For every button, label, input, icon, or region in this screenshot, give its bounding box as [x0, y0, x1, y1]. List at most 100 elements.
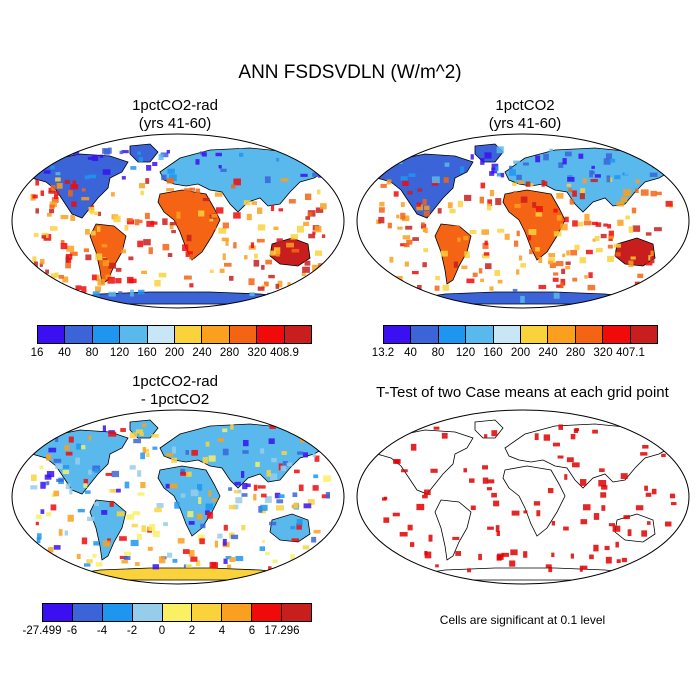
grid-cell [485, 263, 492, 270]
grid-cell [40, 162, 46, 167]
grid-cell [565, 265, 571, 270]
grid-cell [121, 560, 129, 564]
grid-cell [116, 488, 121, 493]
grid-cell [34, 157, 41, 163]
grid-cell [50, 185, 56, 192]
grid-cell [87, 156, 93, 160]
grid-cell [286, 462, 293, 467]
grid-cell [102, 259, 110, 267]
grid-cell [608, 235, 614, 239]
grid-cell [72, 180, 77, 187]
grid-cell [441, 432, 448, 439]
grid-cell [624, 169, 632, 175]
grid-cell [190, 489, 199, 497]
grid-cell [572, 220, 578, 227]
colorbar-swatch [147, 326, 176, 343]
grid-cell [291, 248, 300, 253]
grid-cell [171, 457, 177, 463]
grid-cell [593, 544, 599, 552]
panel-2-title-line2: (yrs 41-60) [488, 115, 562, 132]
grid-cell [36, 537, 41, 544]
grid-cell [135, 429, 144, 434]
grid-cell [95, 253, 103, 261]
grid-cell [107, 538, 111, 543]
grid-cell [383, 517, 390, 523]
grid-cell [553, 272, 559, 276]
grid-cell [54, 191, 60, 196]
grid-cell [186, 234, 192, 242]
grid-cell [513, 160, 521, 164]
grid-cell [121, 150, 129, 154]
grid-cell [99, 154, 104, 158]
grid-cell [158, 272, 167, 278]
grid-cell [482, 477, 489, 484]
grid-cell [423, 210, 430, 217]
grid-cell [637, 273, 644, 279]
grid-cell [305, 216, 311, 220]
grid-cell [242, 450, 249, 454]
grid-cell [277, 280, 283, 288]
grid-cell [109, 500, 114, 507]
grid-cell [35, 153, 43, 161]
grid-cell [435, 564, 439, 568]
panel-3-title: 1pctCO2-rad - 1pctCO2 [75, 373, 275, 409]
map-border [11, 133, 345, 309]
continent-shape [474, 419, 504, 439]
grid-cell [172, 558, 178, 563]
grid-cell [234, 481, 241, 486]
grid-cell [202, 456, 209, 464]
grid-cell [53, 458, 62, 463]
grid-cell [171, 446, 176, 454]
grid-cell [478, 553, 482, 561]
grid-cell [92, 553, 97, 558]
grid-cell [400, 559, 408, 566]
grid-cell [603, 158, 611, 165]
grid-cell [400, 202, 405, 208]
grid-cell [308, 423, 313, 428]
grid-cell [152, 161, 158, 167]
grid-cell [95, 562, 103, 567]
grid-cell [449, 208, 456, 214]
grid-cell [83, 248, 90, 253]
colorbar-swatch [192, 604, 223, 621]
colorbar-label: 200 [164, 347, 185, 359]
grid-cell [543, 181, 548, 186]
grid-cell [592, 429, 598, 434]
grid-cell [130, 539, 139, 547]
grid-cell [607, 255, 614, 263]
grid-cell [65, 254, 73, 260]
grid-cell [404, 243, 410, 248]
grid-cell [457, 237, 461, 243]
colorbar-label: 280 [219, 347, 240, 359]
grid-cell [424, 227, 428, 234]
grid-cell [444, 162, 450, 167]
grid-cell [166, 188, 175, 192]
grid-cell [160, 152, 169, 158]
grid-cell [57, 292, 62, 297]
grid-cell [248, 278, 255, 286]
grid-cell [268, 438, 275, 445]
grid-cell [123, 555, 131, 560]
grid-cell [556, 220, 563, 224]
grid-cell [209, 216, 214, 222]
grid-cell [280, 465, 287, 471]
grid-cell [607, 244, 613, 249]
grid-cell [93, 502, 99, 507]
grid-cell [291, 538, 299, 542]
grid-cell [564, 151, 572, 157]
colorbar-label: 160 [483, 347, 503, 359]
grid-cell [491, 430, 498, 437]
grid-cell [453, 261, 458, 268]
grid-cell [48, 190, 55, 194]
grid-cell [562, 253, 566, 258]
grid-cell [580, 519, 588, 525]
grid-cell [81, 537, 88, 545]
grid-cell [484, 240, 488, 246]
grid-cell [423, 248, 428, 253]
grid-cell [208, 455, 216, 462]
colorbar-swatch [229, 326, 258, 343]
panel-1-title-line2: (yrs 41-60) [138, 115, 212, 132]
grid-cell [520, 263, 526, 268]
grid-cell [257, 224, 266, 231]
grid-cell [124, 481, 130, 489]
